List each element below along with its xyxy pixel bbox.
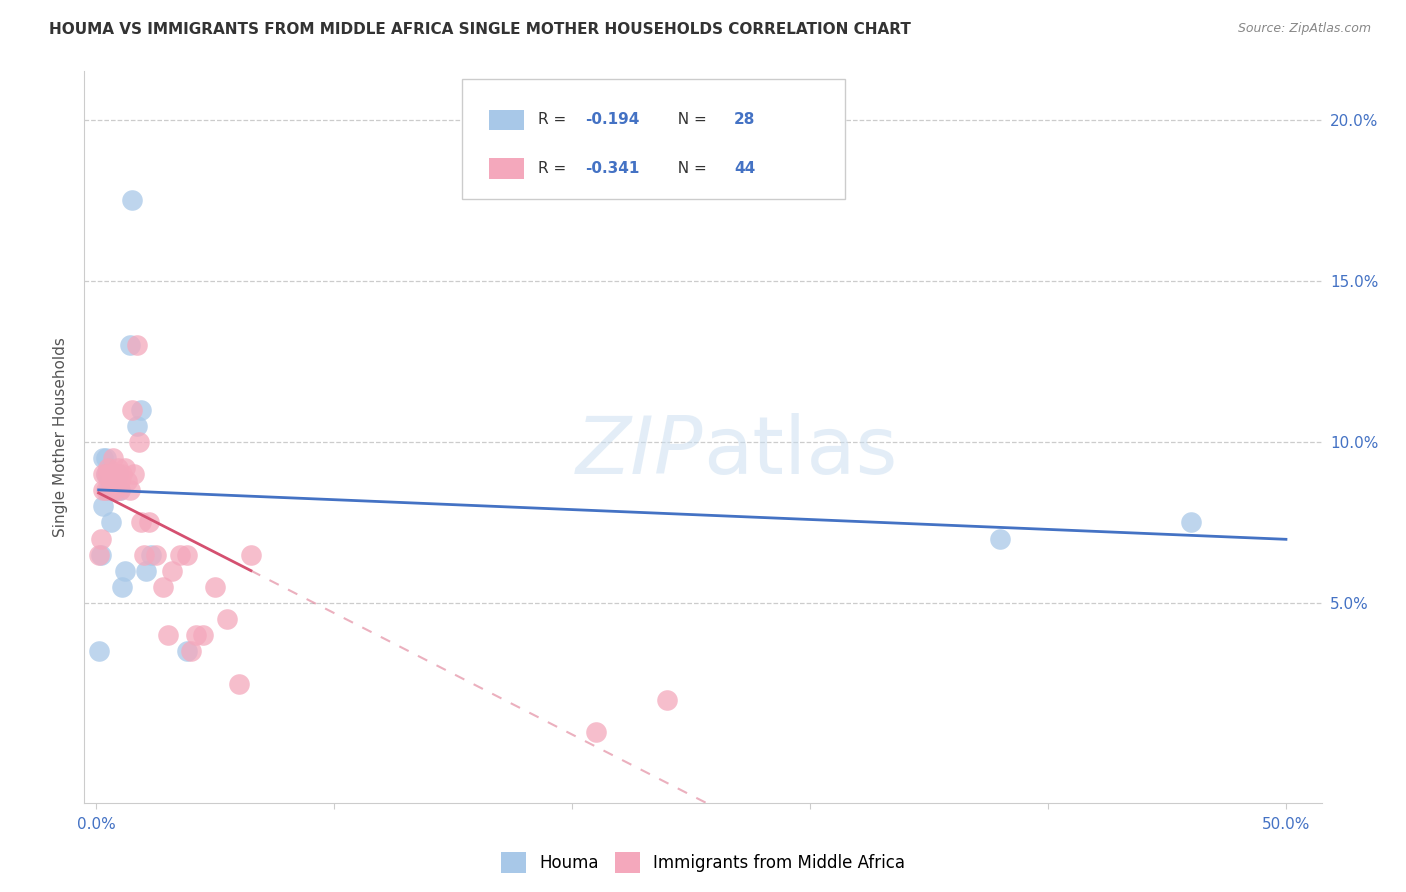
- FancyBboxPatch shape: [461, 78, 845, 200]
- Point: [97, 483, 120, 498]
- Text: Source: ZipAtlas.com: Source: ZipAtlas.com: [1237, 22, 1371, 36]
- Point: [94, 483, 117, 498]
- Point: [139, 548, 162, 562]
- Point: [1180, 516, 1202, 530]
- Bar: [489, 110, 523, 130]
- Point: [132, 548, 155, 562]
- Point: [114, 460, 136, 475]
- Point: [93, 483, 115, 498]
- Point: [156, 628, 179, 642]
- Point: [100, 467, 122, 482]
- Point: [111, 467, 134, 482]
- Text: 28: 28: [734, 112, 755, 128]
- Point: [101, 467, 124, 482]
- Text: R =: R =: [538, 112, 572, 128]
- Point: [118, 483, 141, 498]
- Point: [124, 467, 146, 482]
- Text: -0.194: -0.194: [585, 112, 640, 128]
- Point: [585, 725, 607, 739]
- Point: [121, 193, 143, 207]
- Point: [138, 516, 160, 530]
- Point: [657, 692, 679, 706]
- Point: [176, 644, 198, 658]
- Point: [94, 467, 117, 482]
- Point: [114, 564, 136, 578]
- Point: [131, 402, 153, 417]
- Point: [135, 564, 157, 578]
- Point: [107, 483, 129, 498]
- Point: [169, 548, 191, 562]
- Point: [100, 483, 122, 498]
- Point: [104, 483, 127, 498]
- Text: HOUMA VS IMMIGRANTS FROM MIDDLE AFRICA SINGLE MOTHER HOUSEHOLDS CORRELATION CHAR: HOUMA VS IMMIGRANTS FROM MIDDLE AFRICA S…: [49, 22, 911, 37]
- Bar: [489, 159, 523, 179]
- Y-axis label: Single Mother Households: Single Mother Households: [53, 337, 69, 537]
- Point: [162, 564, 184, 578]
- Point: [97, 467, 120, 482]
- Point: [108, 483, 131, 498]
- Point: [115, 474, 138, 488]
- Point: [100, 474, 122, 488]
- Point: [93, 450, 115, 465]
- Point: [145, 548, 167, 562]
- Point: [217, 612, 239, 626]
- Point: [90, 532, 112, 546]
- Point: [107, 467, 129, 482]
- Point: [228, 676, 250, 690]
- Legend: Houma, Immigrants from Middle Africa: Houma, Immigrants from Middle Africa: [494, 846, 912, 880]
- Text: R =: R =: [538, 161, 572, 177]
- Point: [990, 532, 1012, 546]
- Point: [193, 628, 215, 642]
- Point: [108, 474, 131, 488]
- Point: [101, 467, 124, 482]
- Point: [94, 467, 117, 482]
- Point: [176, 548, 198, 562]
- Point: [104, 483, 127, 498]
- Point: [104, 467, 127, 482]
- Text: ZIP: ZIP: [575, 413, 703, 491]
- Point: [93, 500, 115, 514]
- Point: [204, 580, 226, 594]
- Point: [125, 338, 148, 352]
- Point: [118, 338, 141, 352]
- Point: [100, 516, 122, 530]
- Point: [180, 644, 202, 658]
- Text: 44: 44: [734, 161, 755, 177]
- Point: [87, 548, 110, 562]
- Point: [239, 548, 262, 562]
- Point: [107, 467, 129, 482]
- Point: [186, 628, 208, 642]
- Point: [111, 580, 134, 594]
- Point: [121, 402, 143, 417]
- Point: [97, 467, 120, 482]
- Point: [97, 460, 120, 475]
- Point: [87, 644, 110, 658]
- Text: N =: N =: [668, 161, 711, 177]
- Text: atlas: atlas: [703, 413, 897, 491]
- Point: [101, 450, 124, 465]
- Point: [131, 516, 153, 530]
- Text: N =: N =: [668, 112, 711, 128]
- Point: [101, 483, 124, 498]
- Point: [125, 418, 148, 433]
- Point: [107, 460, 129, 475]
- Point: [104, 474, 127, 488]
- Text: -0.341: -0.341: [585, 161, 640, 177]
- Point: [128, 434, 150, 449]
- Point: [93, 467, 115, 482]
- Point: [94, 450, 117, 465]
- Point: [90, 548, 112, 562]
- Point: [108, 483, 131, 498]
- Point: [152, 580, 174, 594]
